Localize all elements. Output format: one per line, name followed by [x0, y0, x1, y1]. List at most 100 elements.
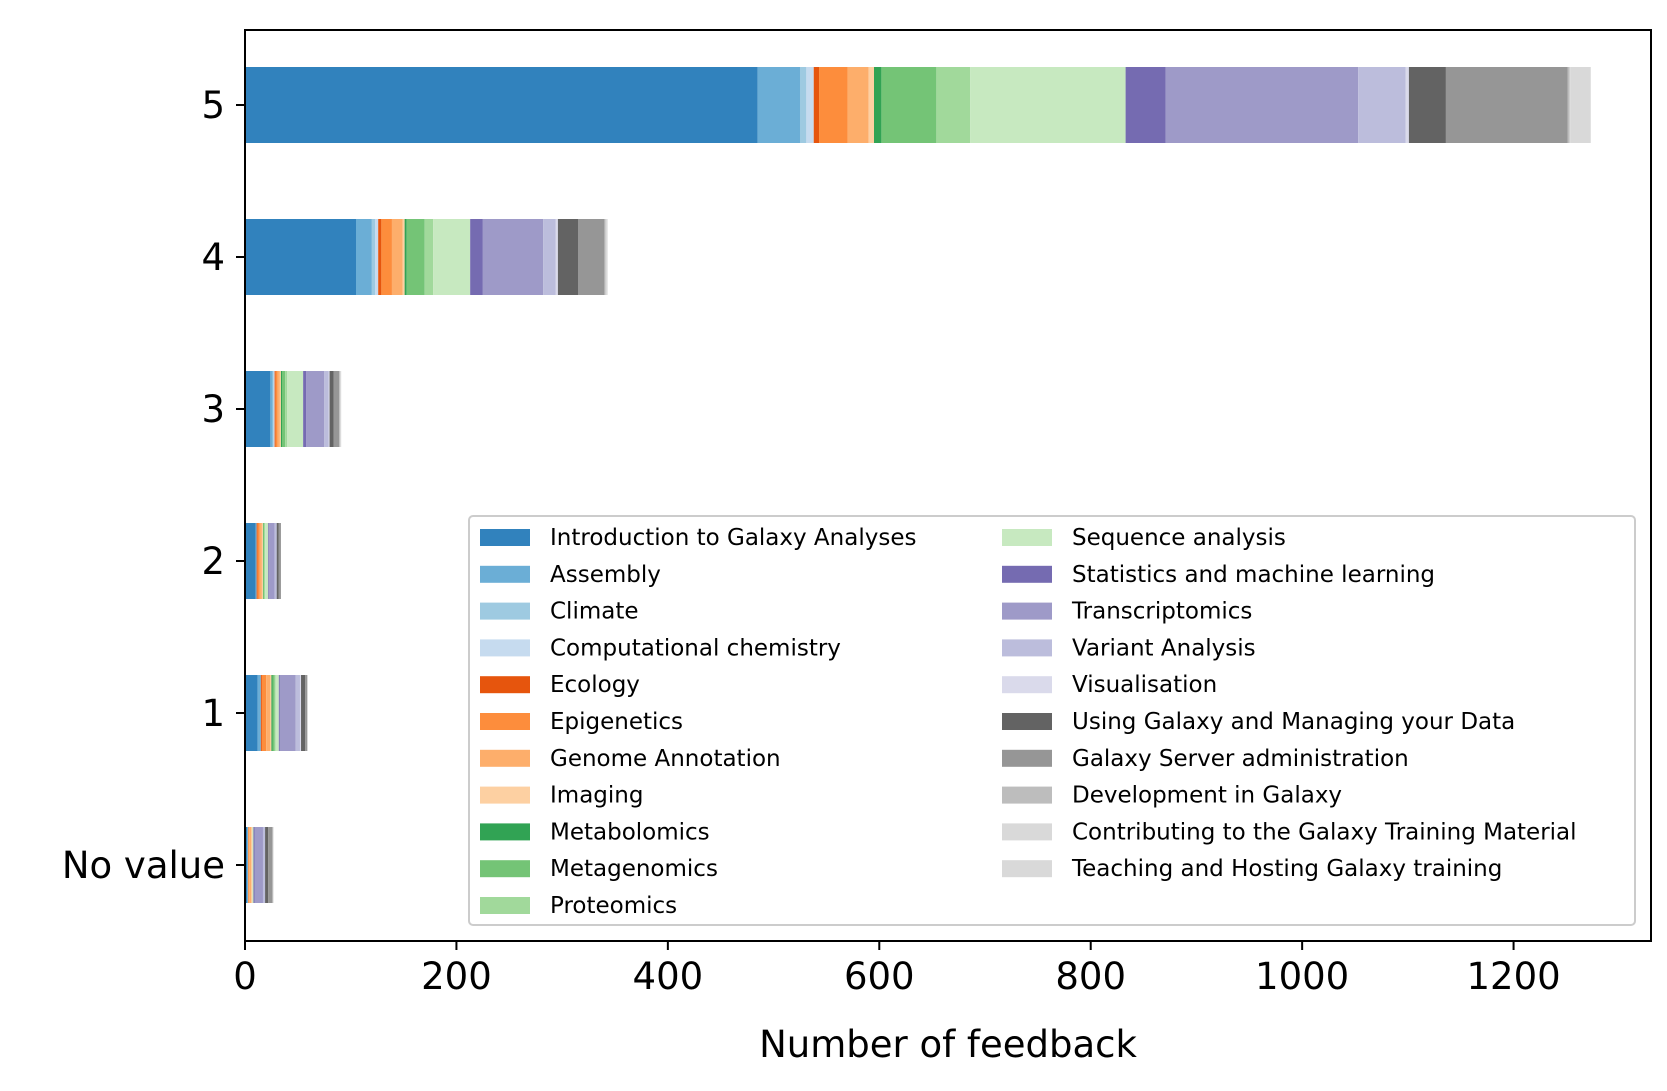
- bar-3-galaxy-server-administration: [333, 371, 340, 447]
- bar-1-galaxy-server-administration: [305, 675, 308, 751]
- bar-2-introduction-to-galaxy-analyses: [245, 523, 256, 599]
- x-tick-label: 200: [421, 955, 492, 998]
- bar-2-imaging: [261, 523, 263, 599]
- bar-no-value-sequence-analysis: [252, 827, 254, 903]
- y-tick-label: 4: [201, 236, 225, 279]
- bar-3-sequence-analysis: [287, 371, 304, 447]
- bar-4-metagenomics: [406, 219, 425, 295]
- x-axis-ticks: 0 200 400 600 800 1000 1200: [233, 941, 1561, 998]
- bar-4-using-galaxy-and-managing-your-data: [557, 219, 578, 295]
- y-tick-label: 2: [201, 540, 225, 583]
- bar-5-assembly: [757, 67, 800, 143]
- bar-5-computational-chemistry: [806, 67, 814, 143]
- legend-swatch-epigenetics: [480, 713, 530, 730]
- bar-2-assembly: [255, 523, 257, 599]
- bar-5-metabolomics: [874, 67, 882, 143]
- bar-no-value-statistics-and-machine-learning: [253, 827, 255, 903]
- bar-3-metabolomics: [280, 371, 282, 447]
- legend-swatch-variant-analysis: [1002, 639, 1052, 657]
- bar-3-visualisation: [328, 371, 330, 447]
- bar-1-imaging: [270, 675, 272, 751]
- legend-swatch-assembly: [480, 565, 530, 583]
- bar-5-ecology: [813, 67, 820, 143]
- bar-1-statistics-and-machine-learning: [278, 675, 280, 751]
- legend-swatch-proteomics: [480, 897, 530, 914]
- bar-4-visualisation: [555, 219, 558, 295]
- legend-label-using-galaxy-and-managing-your-data: Using Galaxy and Managing your Data: [1072, 709, 1515, 735]
- bar-2-statistics-and-machine-learning: [268, 523, 270, 599]
- legend-swatch-visualisation: [1002, 676, 1052, 694]
- legend-label-metabolomics: Metabolomics: [550, 819, 710, 845]
- bar-3-variant-analysis: [324, 371, 329, 447]
- bar-5-statistics-and-machine-learning: [1125, 67, 1166, 143]
- bar-3-climate: [272, 371, 274, 447]
- x-tick-label: 800: [1055, 955, 1126, 998]
- bar-3-introduction-to-galaxy-analyses: [245, 371, 271, 447]
- legend-label-introduction-to-galaxy-analyses: Introduction to Galaxy Analyses: [550, 525, 916, 551]
- x-tick-label: 400: [633, 955, 704, 998]
- bar-1-variant-analysis: [295, 675, 300, 751]
- bar-4-imaging: [402, 219, 405, 295]
- bar-1-sequence-analysis: [275, 675, 279, 751]
- legend-label-sequence-analysis: Sequence analysis: [1072, 525, 1286, 551]
- bar-5-teaching-and-hosting-galaxy-training: [1570, 67, 1591, 143]
- legend-label-visualisation: Visualisation: [1072, 672, 1217, 698]
- bar-4-proteomics: [424, 219, 434, 295]
- bar-2-galaxy-server-administration: [278, 523, 281, 599]
- legend-label-genome-annotation: Genome Annotation: [550, 746, 781, 772]
- x-tick-label: 1000: [1255, 955, 1349, 998]
- legend-swatch-introduction-to-galaxy-analyses: [480, 529, 530, 546]
- legend-swatch-development-in-galaxy: [1002, 786, 1052, 804]
- bar-no-value-assembly: [247, 827, 249, 903]
- legend-label-computational-chemistry: Computational chemistry: [550, 635, 841, 661]
- legend-label-teaching-and-hosting-galaxy-training: Teaching and Hosting Galaxy training: [1071, 856, 1502, 882]
- bar-2-metagenomics: [262, 523, 265, 599]
- legend-swatch-metabolomics: [480, 823, 530, 841]
- bar-5-introduction-to-galaxy-analyses: [245, 67, 758, 143]
- y-axis-ticks: 5 4 3 2 1 No value: [62, 84, 245, 887]
- bar-5-climate: [800, 67, 807, 143]
- bar-1-metabolomics: [271, 675, 273, 751]
- bar-1-transcriptomics: [279, 675, 296, 751]
- legend: Introduction to Galaxy Analyses Assembly C…: [468, 515, 1636, 926]
- bar-3-ecology: [274, 371, 276, 447]
- legend-swatch-imaging: [480, 786, 530, 804]
- legend-swatch-contributing-to-the-galaxy-training-material: [1002, 823, 1052, 841]
- bar-5-proteomics: [936, 67, 971, 143]
- bar-3-statistics-and-machine-learning: [303, 371, 307, 447]
- legend-label-ecology: Ecology: [550, 672, 640, 698]
- bar-2-transcriptomics: [269, 523, 275, 599]
- bar-5-development-in-galaxy: [1567, 67, 1570, 143]
- bar-2-using-galaxy-and-managing-your-data: [276, 523, 279, 599]
- bar-5-galaxy-server-administration: [1445, 67, 1568, 143]
- bar-4-introduction-to-galaxy-analyses: [245, 219, 356, 295]
- bar-4-galaxy-server-administration: [578, 219, 605, 295]
- bar-5-variant-analysis: [1358, 67, 1406, 143]
- bar-1-using-galaxy-and-managing-your-data: [301, 675, 306, 751]
- y-tick-label: 5: [201, 84, 225, 127]
- x-tick-label: 600: [844, 955, 915, 998]
- bar-5-visualisation: [1405, 67, 1409, 143]
- bar-no-value-imaging: [251, 827, 253, 903]
- x-axis-label: Number of feedback: [759, 1023, 1137, 1066]
- legend-swatch-computational-chemistry: [480, 639, 530, 657]
- legend-label-metagenomics: Metagenomics: [550, 856, 718, 882]
- legend-swatch-genome-annotation: [480, 749, 530, 767]
- bar-4-ecology: [378, 219, 382, 295]
- legend-label-imaging: Imaging: [550, 783, 643, 809]
- bar-no-value-variant-analysis: [262, 827, 266, 903]
- bar-2-proteomics: [264, 523, 266, 599]
- y-tick-label: No value: [62, 844, 225, 887]
- bar-3-computational-chemistry: [273, 371, 275, 447]
- bar-3-proteomics: [285, 371, 288, 447]
- y-tick-label: 3: [201, 388, 225, 431]
- legend-swatch-sequence-analysis: [1002, 529, 1052, 546]
- legend-label-statistics-and-machine-learning: Statistics and machine learning: [1072, 562, 1435, 588]
- bar-no-value-galaxy-server-administration: [268, 827, 273, 903]
- bar-5-epigenetics: [819, 67, 848, 143]
- bar-4-epigenetics: [381, 219, 392, 295]
- bar-1-assembly: [257, 675, 261, 751]
- legend-swatch-using-galaxy-and-managing-your-data: [1002, 713, 1052, 730]
- bar-4-development-in-galaxy: [604, 219, 606, 295]
